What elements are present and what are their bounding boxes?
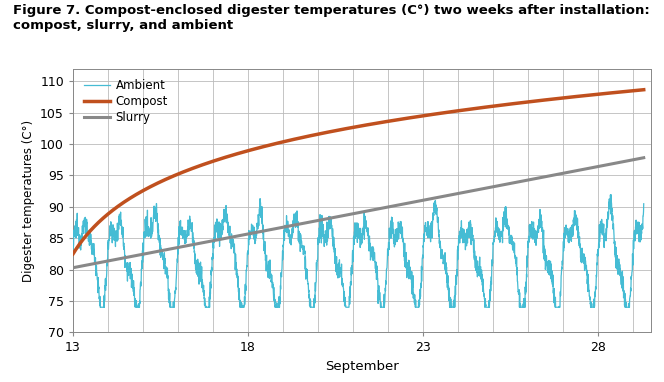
X-axis label: September: September: [325, 360, 399, 373]
Text: Figure 7. Compost-enclosed digester temperatures (C°) two weeks after installati: Figure 7. Compost-enclosed digester temp…: [13, 4, 650, 32]
Legend: Ambient, Compost, Slurry: Ambient, Compost, Slurry: [79, 74, 173, 129]
Y-axis label: Digester temperatures (C°): Digester temperatures (C°): [22, 120, 35, 282]
